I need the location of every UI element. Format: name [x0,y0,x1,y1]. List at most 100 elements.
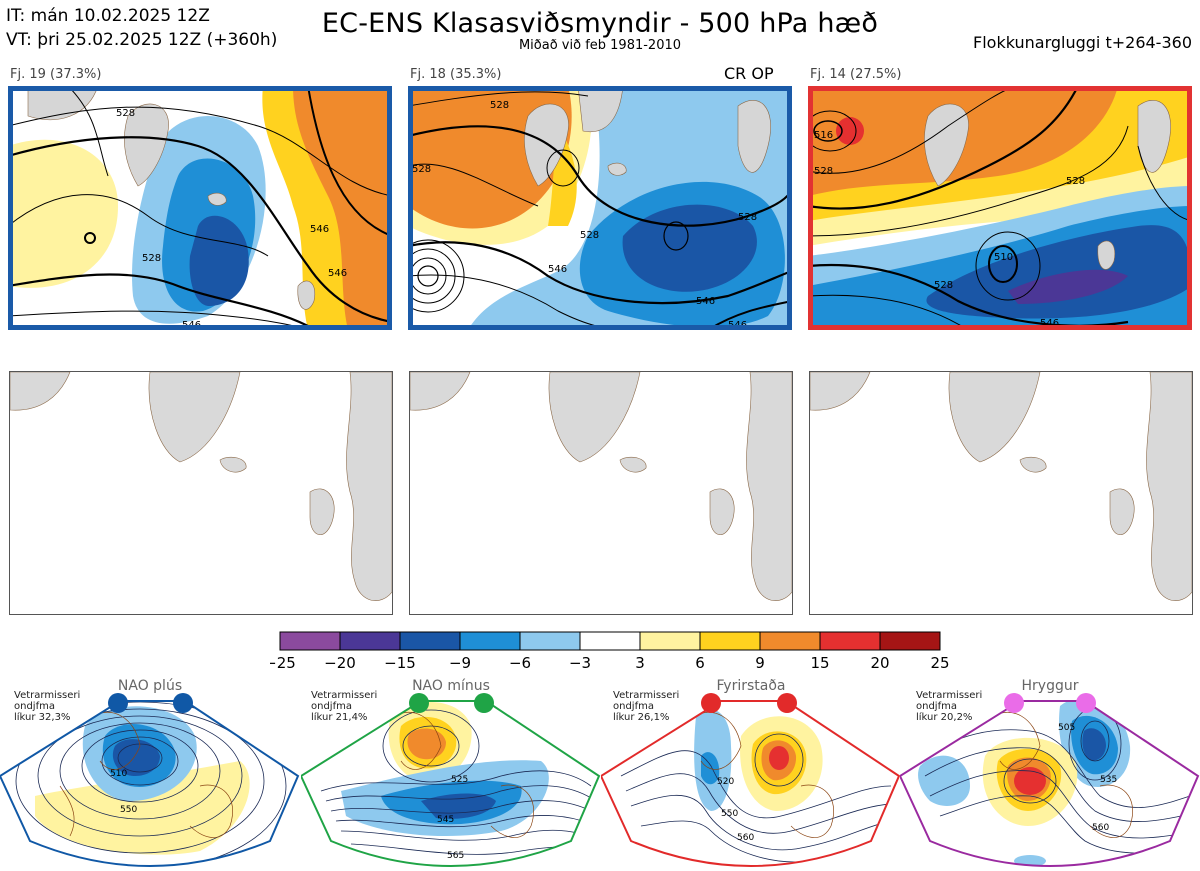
contour-label: 528 [934,280,953,291]
cluster-map-2[interactable]: 528 528 528 546 546 528 546 [408,86,792,330]
regime-note-line: Vetrarmisseri [916,690,983,701]
negative-anomaly-core [1082,728,1106,761]
positive-anomaly-peak [836,117,864,145]
contour-label: 565 [447,851,464,861]
contour-label: 546 [1040,318,1059,329]
regime-title: NAO mínus [412,678,490,694]
contour-label: 510 [110,769,127,779]
contour-label: 528 [1066,176,1085,187]
colorbar-tick-label: −20 [324,654,356,672]
contour-label: 528 [490,100,509,111]
empty-map-3[interactable] [809,371,1193,615]
regime-frame [601,700,901,867]
contour-label: 528 [580,230,599,241]
colorbar-segment [579,631,641,651]
contour-label: 546 [548,264,567,275]
positive-anomaly-area [8,139,118,288]
contour-label: 505 [1058,723,1075,733]
panel-2-label: Fj. 18 (35.3%) [410,67,502,82]
regime-title: NAO plús [117,678,183,694]
empty-map-1[interactable] [9,371,393,615]
colorbar-tick-label: 20 [870,654,889,672]
regime-frame [0,700,300,867]
regime-marker [1076,693,1096,713]
contour-label: 560 [737,833,754,843]
regime-blocking[interactable]: 520 550 560 Vetrarmisseri ondjfma líkur … [601,676,901,871]
colorbar-tick-label: −15 [384,654,416,672]
contour-label: 560 [1092,823,1109,833]
regime-note-line: líkur 20,2% [916,712,973,723]
positive-anomaly-core [407,728,446,760]
colorbar-segment [339,631,401,651]
colorbar-tick-label: 9 [755,654,765,672]
page-subtitle: Miðað við feb 1981-2010 [518,38,682,53]
negative-anomaly-area [918,755,970,806]
panel-1-label: Fj. 19 (37.3%) [10,67,102,82]
regime-note-line: líkur 21,4% [311,712,368,723]
regime-note-line: Vetrarmisseri [311,690,378,701]
contour-label: 550 [120,805,137,815]
regime-marker [474,693,494,713]
colorbar-segment [459,631,521,651]
negative-anomaly-peak [1008,269,1128,304]
regime-note-line: ondjfma [311,701,352,712]
contour-label: 550 [721,809,738,819]
positive-anomaly-peak [1014,767,1046,795]
colorbar-segment [639,631,701,651]
contour-label: 516 [814,130,833,141]
negative-anomaly-core [421,793,496,819]
height-contours [919,707,1191,854]
page-title: EC-ENS Klasasviðsmyndir - 500 hPa hæð [321,8,879,39]
regime-title: Hryggur [1021,678,1079,694]
contour-label: 510 [994,252,1013,263]
cluster-map-3[interactable]: 516 528 510 528 546 528 [808,86,1192,330]
landmass-outlines [524,86,771,187]
colorbar-segment [879,631,941,651]
regime-note-line: Vetrarmisseri [613,690,680,701]
positive-anomaly-core [293,86,392,330]
colorbar-tick-label: −3 [569,654,591,672]
regime-frame [900,700,1200,867]
colorbar-tick-label: 3 [635,654,645,672]
regime-marker [777,693,797,713]
colorbar-tick-label: −25 [270,654,296,672]
regime-note-line: ondjfma [613,701,654,712]
regime-nao-minus[interactable]: 525 545 565 Vetrarmisseri ondjfma líkur … [301,676,601,871]
empty-map-2[interactable] [409,371,793,615]
regime-note: Vetrarmisseri ondjfma líkur 26,1% [613,690,679,723]
negative-anomaly-area [701,752,720,785]
panel-3-label: Fj. 14 (27.5%) [810,67,902,82]
cluster-map-1[interactable]: 528 546 546 528 546 [8,86,392,330]
landmass-outlines [27,86,316,310]
colorbar-tick-label: 25 [930,654,949,672]
regime-note-line: ondjfma [916,701,957,712]
control-operational-badge: CR OP [724,64,774,83]
contour-label: 528 [814,166,833,177]
colorbar-tick-label: 6 [695,654,705,672]
regime-marker [173,693,193,713]
contour-label: 546 [310,224,329,235]
contour-label: 545 [437,815,454,825]
colorbar-segment [819,631,881,651]
regime-marker [701,693,721,713]
colorbar-segment [519,631,581,651]
contour-label: 528 [142,253,161,264]
colorbar-segment [699,631,761,651]
regime-note-line: Vetrarmisseri [14,690,81,701]
negative-anomaly-core [622,204,757,292]
landmass-outlines [410,372,792,601]
colorbar-tick-label: −6 [509,654,531,672]
regime-note-line: ondjfma [14,701,55,712]
regime-note: Vetrarmisseri ondjfma líkur 21,4% [311,690,377,723]
regime-note-line: líkur 32,3% [14,712,71,723]
regime-note: Vetrarmisseri ondjfma líkur 20,2% [916,690,982,723]
colorbar-tick-label: −9 [449,654,471,672]
colorbar: −25 −20 −15 −9 −6 −3 3 6 9 15 20 25 [270,630,970,676]
colorbar-segment [279,631,341,651]
regime-marker [409,693,429,713]
colorbar-tick-label: 15 [810,654,829,672]
contour-label: 525 [451,775,468,785]
regime-title: Fyrirstaða [716,678,786,694]
regime-ridge[interactable]: 505 535 560 Vetrarmisseri ondjfma líkur … [900,676,1200,871]
regime-nao-plus[interactable]: 510 550 Vetrarmisseri ondjfma líkur 32,3… [0,676,300,871]
